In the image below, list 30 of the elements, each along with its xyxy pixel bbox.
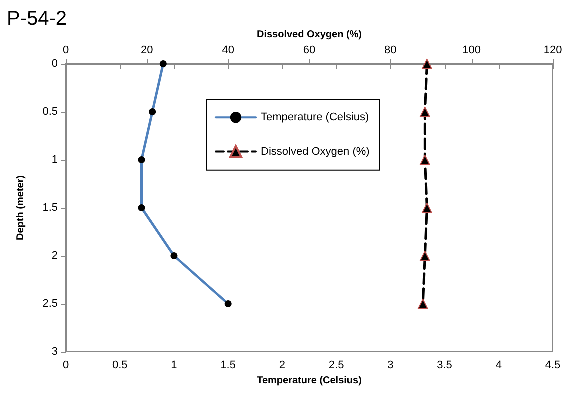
- x-tick-label: 4: [496, 360, 502, 372]
- legend-label: Dissolved Oxygen (%): [261, 146, 370, 158]
- x-tick-label: 1: [171, 360, 178, 372]
- x2-tick-label: 40: [222, 44, 234, 56]
- legend-label: Temperature (Celsius): [261, 112, 370, 124]
- x-tick-label: 3.5: [437, 360, 452, 372]
- x2-tick-label: 100: [462, 44, 482, 56]
- x-tick-label: 2: [279, 360, 286, 372]
- y-tick-label: 1.5: [42, 202, 58, 214]
- x2-tick-label: 120: [544, 44, 562, 56]
- y-tick-label: 1: [52, 154, 58, 166]
- x-tick-label: 3: [388, 360, 394, 372]
- x-tick-label: 4.5: [545, 360, 561, 372]
- x2-axis-title: Dissolved Oxygen (%): [256, 30, 362, 41]
- x-tick-label: 2.5: [328, 360, 344, 372]
- x2-tick-label: 60: [303, 44, 316, 56]
- x2-tick-label: 80: [384, 44, 397, 56]
- x2-tick-label: 0: [62, 44, 70, 56]
- x-tick-label: 0: [62, 360, 70, 372]
- y-tick-label: 2.5: [42, 298, 58, 310]
- x-tick-label: 1.5: [220, 360, 236, 372]
- y-tick-label: 0: [52, 58, 58, 70]
- x-axis-title: Temperature (Celsius): [257, 375, 362, 386]
- y-axis-title: Depth (meter): [16, 175, 26, 241]
- y-tick-label: 2: [52, 250, 58, 262]
- x2-tick-label: 20: [141, 44, 154, 56]
- y-tick-label: 3: [52, 346, 58, 358]
- x-tick-label: 0.5: [112, 360, 128, 372]
- chart-title: P-54-2: [7, 8, 68, 30]
- y-tick-label: 0.5: [42, 106, 58, 118]
